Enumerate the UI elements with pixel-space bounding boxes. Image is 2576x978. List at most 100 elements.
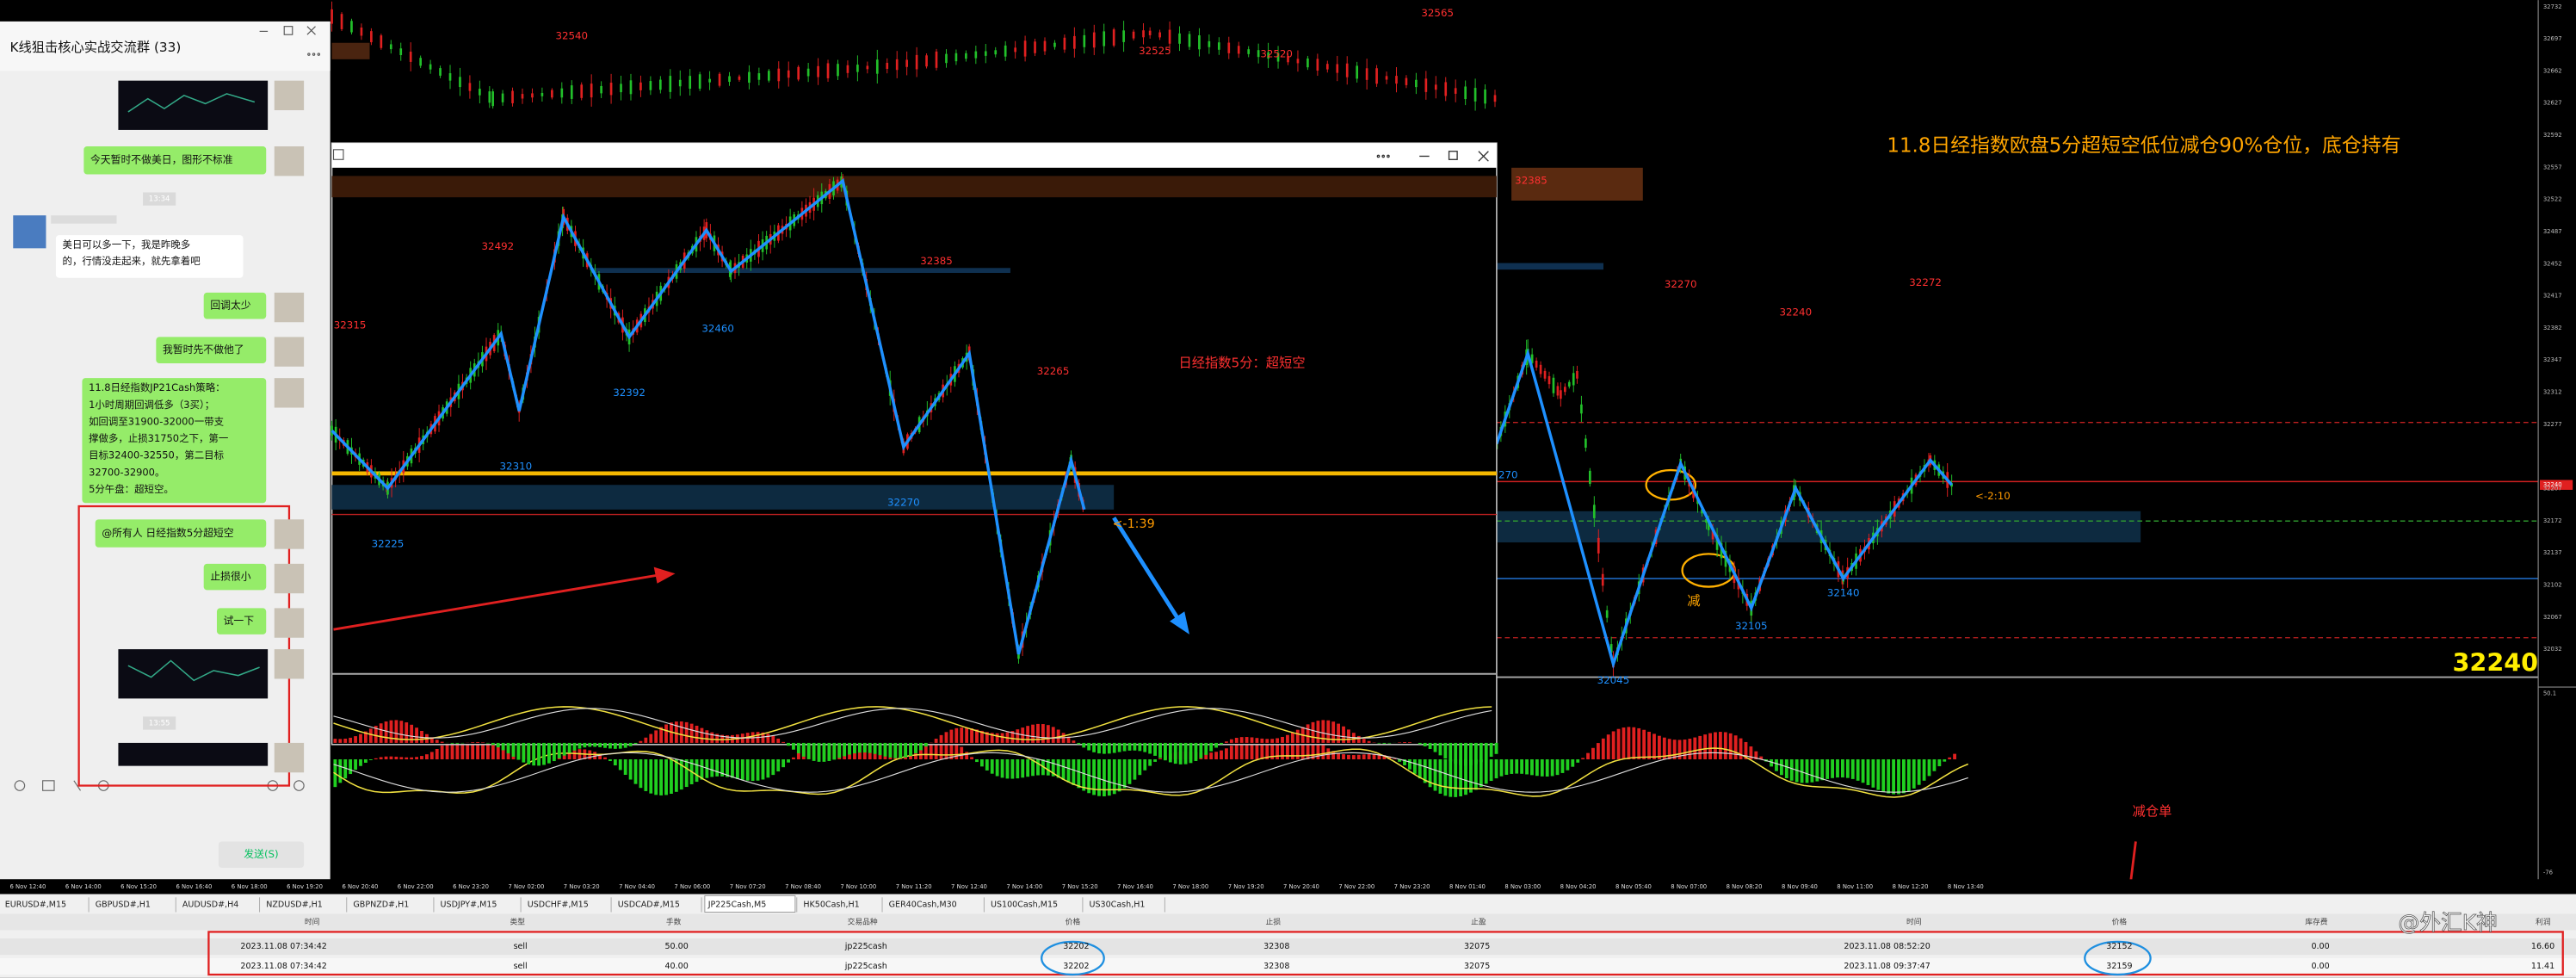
indicator-bar bbox=[1087, 758, 1091, 794]
indicator-bar bbox=[639, 758, 643, 789]
candle bbox=[965, 53, 967, 59]
indicator-bar bbox=[1204, 742, 1208, 755]
indicator-bar bbox=[1433, 758, 1437, 791]
table-row-bg bbox=[0, 938, 2576, 956]
tab[interactable]: US100Cash,M15 bbox=[991, 900, 1058, 909]
tab[interactable]: AUDUSD#,H4 bbox=[182, 900, 238, 909]
tab[interactable]: GBPNZD#,H1 bbox=[353, 900, 409, 909]
price-tick-label: 32732 bbox=[2543, 3, 2562, 10]
indicator-bar bbox=[1845, 758, 1850, 778]
indicator-bar bbox=[796, 752, 800, 759]
image-message[interactable] bbox=[118, 649, 269, 699]
indicator-bar bbox=[979, 758, 984, 767]
indicator-bar bbox=[781, 758, 786, 768]
indicator-bar bbox=[522, 742, 526, 763]
indicator-bar bbox=[674, 721, 678, 743]
indicator-bar bbox=[394, 756, 398, 759]
avatar bbox=[274, 563, 305, 594]
chat-window: K线狙击核心实战交流群 (33) 今天暂时不做美日，图形不标准美日可以多一下，我是… bbox=[0, 21, 330, 880]
time-tick-label: 8 Nov 05:40 bbox=[1615, 883, 1652, 890]
indicator-bar bbox=[979, 730, 984, 743]
zone bbox=[1511, 167, 1643, 201]
indicator-bar bbox=[832, 742, 837, 760]
window-controls[interactable] bbox=[1376, 151, 1489, 162]
indicator-bar bbox=[1056, 729, 1060, 743]
indicator-bar bbox=[883, 742, 887, 757]
indicator-bar bbox=[1861, 758, 1865, 783]
indicator-bar bbox=[593, 742, 597, 747]
tab[interactable]: GER40Cash,M30 bbox=[889, 900, 957, 909]
tab[interactable]: US30Cash,H1 bbox=[1090, 900, 1146, 909]
indicator-bar bbox=[1825, 758, 1830, 779]
indicator-bar bbox=[1127, 758, 1132, 784]
candle bbox=[1023, 40, 1027, 57]
indicator-bar bbox=[399, 721, 404, 743]
price-tick-label: 32067 bbox=[2543, 614, 2562, 621]
indicator-bar bbox=[1148, 742, 1152, 754]
indicator-bar bbox=[1220, 742, 1223, 745]
image-message[interactable] bbox=[118, 80, 269, 130]
inner-title: 日经指数5分：超短空 bbox=[1178, 355, 1305, 370]
indicator-bar bbox=[1489, 758, 1493, 782]
candle bbox=[1434, 84, 1437, 90]
price-tick-label: 32102 bbox=[2543, 581, 2562, 588]
tab-active[interactable] bbox=[704, 894, 796, 913]
candle bbox=[580, 84, 584, 98]
tab[interactable]: EURUSD#,M15 bbox=[5, 900, 66, 909]
candle bbox=[1576, 370, 1578, 379]
indicator-bar bbox=[684, 721, 689, 743]
indicator-bar bbox=[1311, 737, 1315, 759]
indicator-bar bbox=[1591, 747, 1595, 759]
send-label[interactable]: 发送(S) bbox=[244, 848, 278, 860]
chart-label: 32315 bbox=[334, 319, 367, 331]
chat-controls[interactable] bbox=[259, 26, 321, 56]
candle bbox=[1227, 42, 1231, 53]
indicator-bar bbox=[1596, 743, 1600, 759]
indicator-bar bbox=[1026, 758, 1030, 777]
table-cell: jp225cash bbox=[844, 962, 887, 971]
indicator-bar bbox=[670, 758, 673, 794]
indicator-bar bbox=[471, 742, 475, 743]
indicator-bar bbox=[670, 722, 673, 743]
indicator-bar bbox=[1438, 742, 1442, 756]
indicator-bar bbox=[918, 742, 923, 751]
candle bbox=[439, 68, 442, 76]
tab[interactable]: USDCHF#,M15 bbox=[528, 900, 589, 909]
candle bbox=[1267, 52, 1269, 59]
indicator-bar bbox=[481, 742, 485, 743]
indicator-bar bbox=[1393, 758, 1397, 759]
time-tick-label: 7 Nov 04:40 bbox=[619, 883, 655, 890]
indicator-bar bbox=[806, 742, 811, 759]
indicator-bar bbox=[349, 737, 353, 743]
chart-label: 32492 bbox=[482, 240, 515, 252]
tab[interactable]: USDCAD#,M15 bbox=[618, 900, 680, 909]
time-tick-label: 6 Nov 12:40 bbox=[10, 883, 46, 890]
tab[interactable]: GBPUSD#,H1 bbox=[96, 900, 151, 909]
candle bbox=[1132, 31, 1135, 39]
trend-line bbox=[1495, 348, 1953, 670]
indicator-bar bbox=[1611, 731, 1615, 759]
tab[interactable]: NZDUSD#,H1 bbox=[266, 900, 323, 909]
indicator-bar bbox=[664, 758, 668, 795]
sender-name bbox=[51, 215, 117, 224]
image-message[interactable] bbox=[118, 742, 269, 766]
timestamp: 13:55 bbox=[149, 720, 170, 728]
indicator-bar bbox=[1173, 742, 1177, 764]
indicator-bar bbox=[1927, 758, 1931, 777]
tab[interactable]: USDJPY#,M15 bbox=[441, 900, 497, 909]
indicator-bar bbox=[1112, 758, 1116, 795]
candle bbox=[1720, 542, 1723, 559]
candle bbox=[1217, 42, 1220, 50]
tab[interactable]: HK50Cash,H1 bbox=[803, 900, 859, 909]
candle bbox=[1539, 364, 1542, 374]
send-button[interactable] bbox=[218, 841, 305, 868]
message-bubble bbox=[82, 378, 267, 504]
indicator-bar bbox=[567, 742, 571, 753]
window-frame bbox=[330, 142, 1498, 746]
tab[interactable]: JP225Cash,M5 bbox=[707, 900, 767, 909]
indicator-bar bbox=[440, 741, 444, 743]
indicator-bar bbox=[776, 738, 781, 743]
candle bbox=[1316, 59, 1319, 71]
trend-line bbox=[330, 178, 1086, 655]
